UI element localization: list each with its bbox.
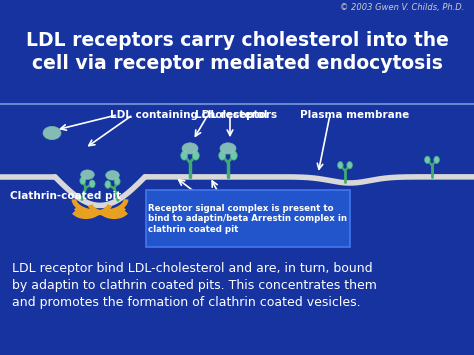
Ellipse shape <box>425 156 430 164</box>
Text: LDL receptors: LDL receptors <box>195 110 277 120</box>
Ellipse shape <box>89 180 95 188</box>
Ellipse shape <box>106 170 119 180</box>
FancyBboxPatch shape <box>146 190 350 247</box>
Text: Receptor signal complex is present to
bind to adaptin/beta Arrestin complex in
c: Receptor signal complex is present to bi… <box>148 204 347 234</box>
Ellipse shape <box>219 151 226 160</box>
Ellipse shape <box>434 156 439 164</box>
Text: Plasma membrane: Plasma membrane <box>300 110 409 120</box>
Ellipse shape <box>220 143 236 154</box>
Ellipse shape <box>230 151 237 160</box>
Text: LDL receptors carry cholesterol into the
cell via receptor mediated endocytosis: LDL receptors carry cholesterol into the… <box>26 31 448 73</box>
Text: LDL receptor bind LDL-cholesterol and are, in turn, bound
by adaptin to clathrin: LDL receptor bind LDL-cholesterol and ar… <box>12 262 377 309</box>
Ellipse shape <box>80 177 86 185</box>
Ellipse shape <box>81 170 94 179</box>
Ellipse shape <box>337 162 343 169</box>
Ellipse shape <box>105 181 111 189</box>
Text: Clathrin-coated pit: Clathrin-coated pit <box>10 191 121 201</box>
Ellipse shape <box>192 151 199 160</box>
Ellipse shape <box>347 162 353 169</box>
Ellipse shape <box>182 143 198 154</box>
Ellipse shape <box>114 178 120 185</box>
Ellipse shape <box>43 126 61 140</box>
Ellipse shape <box>181 151 188 160</box>
Text: © 2003 Gwen V. Childs, Ph.D.: © 2003 Gwen V. Childs, Ph.D. <box>340 3 465 12</box>
Text: LDL containing cholesterol: LDL containing cholesterol <box>110 110 267 120</box>
Text: cytosol: cytosol <box>295 194 340 204</box>
